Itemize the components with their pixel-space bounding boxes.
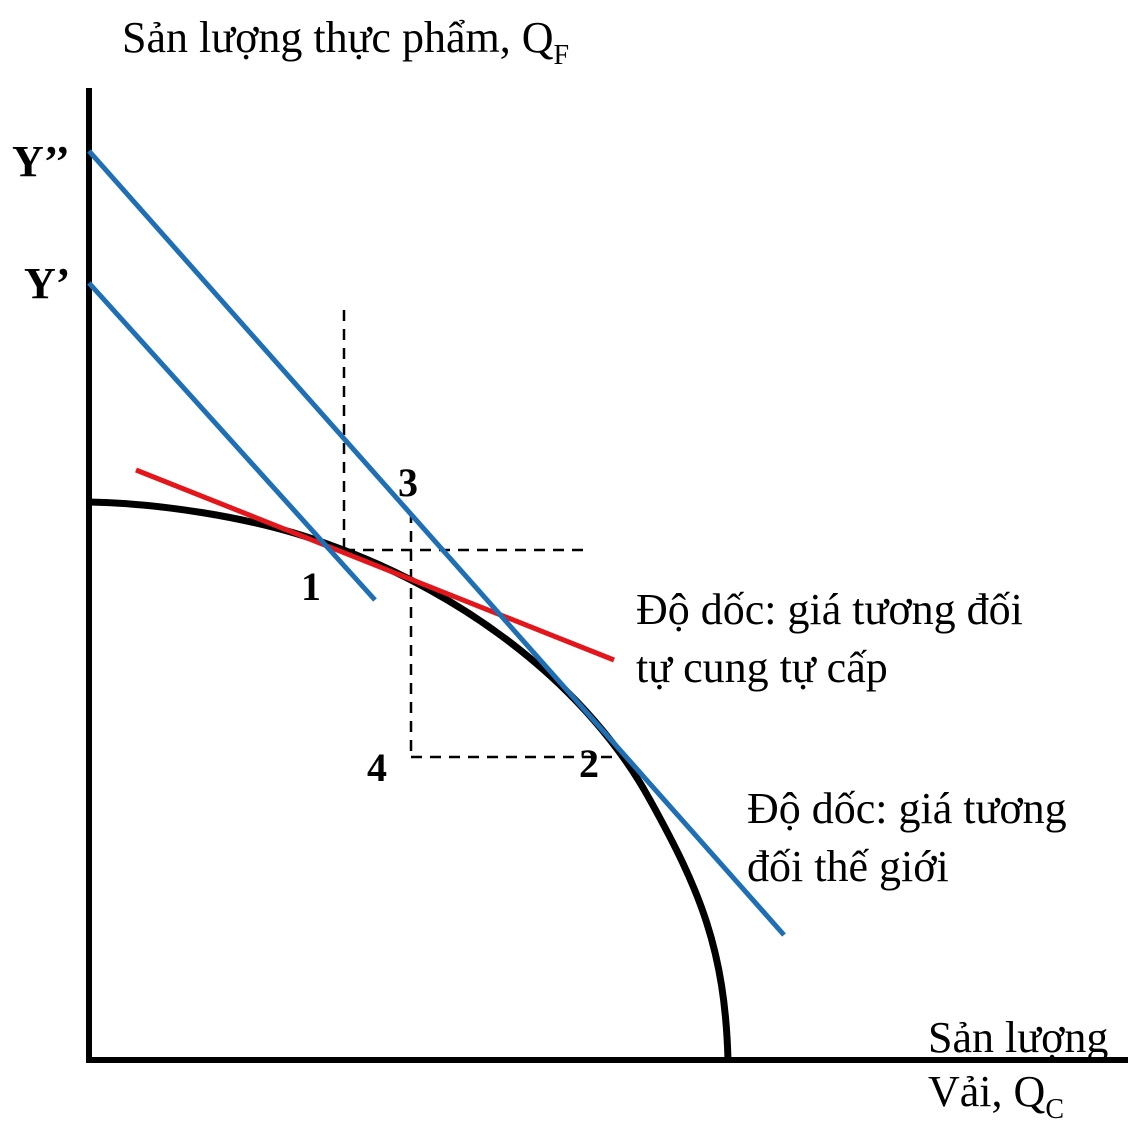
x-axis-title-line1: Sản lượng <box>928 1013 1108 1062</box>
point-2-label: 2 <box>579 741 599 786</box>
y-axis-subscript: F <box>553 40 569 71</box>
point-3-label: 3 <box>398 460 418 505</box>
autarky-slope-annotation-line2: tự cung tự cấp <box>636 643 888 692</box>
autarky-price-line <box>135 467 615 663</box>
y-prime-label: Y’ <box>24 259 70 308</box>
x-axis-subscript: C <box>1045 1094 1064 1123</box>
world-price-line-y-double-prime <box>87 149 786 937</box>
production-possibility-curve <box>88 498 732 1061</box>
x-axis-title-line2: Vải, QC <box>928 1067 1064 1123</box>
point-1-label: 1 <box>301 564 321 609</box>
y-axis-title: Sản lượng thực phẩm, QF <box>122 13 569 71</box>
world-slope-annotation-line2: đối thế giới <box>747 842 949 891</box>
y-double-prime-label: Y’’ <box>12 137 70 186</box>
autarky-slope-annotation-line1: Độ dốc: giá tương đối <box>636 585 1023 634</box>
point-4-label: 4 <box>367 745 387 790</box>
budget-line-y-prime <box>87 281 377 602</box>
world-slope-annotation-line1: Độ dốc: giá tương <box>747 784 1067 833</box>
